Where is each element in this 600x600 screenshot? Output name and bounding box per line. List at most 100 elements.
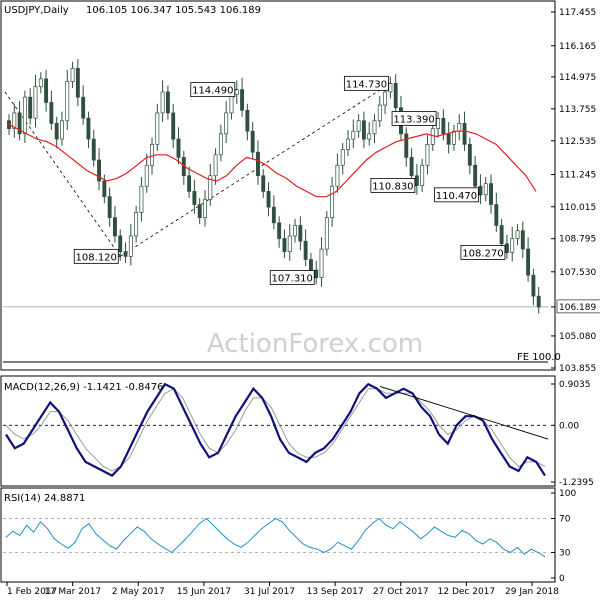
candle-body xyxy=(510,238,515,253)
rsi-tick-label: 30 xyxy=(559,549,571,559)
candle-body xyxy=(277,222,282,239)
candle-body xyxy=(60,120,64,140)
annotation-label: 107.310 xyxy=(272,274,313,285)
candle-body xyxy=(515,230,520,239)
candle-body xyxy=(377,104,382,122)
candle-body xyxy=(112,217,117,237)
annotation-label: 108.120 xyxy=(76,252,117,263)
watermark: ActionForex.com xyxy=(207,329,423,359)
price-tick-label: 114.975 xyxy=(559,73,596,83)
trendline-dashed xyxy=(4,91,121,257)
candle-body xyxy=(414,175,419,186)
candle-body xyxy=(192,191,197,205)
candle-body xyxy=(441,118,446,135)
macd-line xyxy=(5,382,546,477)
x-tick-label: 17 Mar 2017 xyxy=(44,587,101,597)
x-tick-label: 12 Dec 2017 xyxy=(438,587,496,597)
candle-body xyxy=(293,225,297,237)
candles-group xyxy=(7,59,541,314)
annotation-box xyxy=(434,187,479,203)
rsi-tick-label: 0 xyxy=(559,574,565,584)
candle-body xyxy=(330,185,335,218)
candle-body xyxy=(324,217,329,250)
candle-body xyxy=(250,130,255,153)
candle-body xyxy=(97,159,101,182)
price-tick-label: 105.080 xyxy=(559,332,596,342)
price-title: USDJPY,Daily xyxy=(4,5,69,16)
candle-body xyxy=(118,235,123,252)
candle-body xyxy=(520,230,525,250)
price-tick-label: 103.855 xyxy=(559,364,596,374)
sma-group xyxy=(6,122,537,198)
candle-body xyxy=(134,212,139,237)
candle-body xyxy=(361,120,366,140)
candle-body xyxy=(150,143,154,166)
annotation-label: 110.470 xyxy=(436,191,477,202)
annotation-box xyxy=(73,248,119,264)
candle-body xyxy=(393,82,398,109)
annotation-box xyxy=(370,178,416,193)
candle-body xyxy=(176,138,181,158)
x-tick-label: 27 Oct 2017 xyxy=(373,587,429,597)
candle-body xyxy=(171,112,176,140)
candle-body xyxy=(314,269,319,278)
candle-body xyxy=(229,94,234,114)
candle-body xyxy=(70,68,75,82)
macd-panel-frame xyxy=(0,375,556,487)
candle-body xyxy=(123,251,128,257)
annotation-box xyxy=(269,270,315,285)
macd-title: MACD(12,26,9) -1.1421 -0.8476 xyxy=(4,382,164,393)
candle-body xyxy=(452,130,456,145)
candle-body xyxy=(457,123,462,132)
rsi-title: RSI(14) 24.8871 xyxy=(4,493,85,504)
rsi-tick-label: 70 xyxy=(559,515,571,525)
price-tick-label: 108.795 xyxy=(559,235,596,245)
candle-body xyxy=(467,143,472,166)
candle-body xyxy=(494,204,499,226)
macd-tick-label: 0.9035 xyxy=(559,380,591,390)
x-tick-label: 1 Feb 2017 xyxy=(7,587,57,597)
price-tick-label: 111.245 xyxy=(559,171,596,181)
candle-body xyxy=(266,191,271,208)
candle-body xyxy=(234,89,239,95)
candle-body xyxy=(531,274,536,297)
rsi-line xyxy=(5,517,546,558)
candle-body xyxy=(203,198,207,218)
annotation-box xyxy=(343,75,389,91)
candle-body xyxy=(282,238,287,252)
price-ohlc: 106.105 106.347 105.543 106.189 xyxy=(86,5,261,16)
last-price-box xyxy=(556,299,600,314)
candle-body xyxy=(473,164,478,187)
candle-body xyxy=(245,109,250,132)
candle-body xyxy=(17,112,22,135)
candle-body xyxy=(536,295,541,308)
candle-body xyxy=(504,243,509,253)
candle-body xyxy=(12,112,17,129)
candle-body xyxy=(218,133,223,156)
candle-body xyxy=(335,164,340,187)
x-tick-label: 31 Jul 2017 xyxy=(244,587,295,597)
candle-body xyxy=(298,225,303,242)
candle-body xyxy=(446,133,451,145)
candle-body xyxy=(128,235,133,257)
price-axis-ticks: 117.455 116.165 114.975 113.755 112.535 111.2… xyxy=(551,8,600,374)
rsi-tick-label: 100 xyxy=(559,489,576,499)
annotation-box xyxy=(460,245,506,260)
candle-body xyxy=(187,175,192,192)
candle-body xyxy=(340,149,345,166)
candle-body xyxy=(165,91,170,114)
candle-body xyxy=(208,175,213,200)
candle-body xyxy=(107,196,112,218)
candle-body xyxy=(489,183,493,205)
trendline-group xyxy=(4,82,391,257)
annotation-label: 114.490 xyxy=(192,86,233,97)
candle-body xyxy=(155,112,160,145)
candle-body xyxy=(22,96,27,135)
candle-body xyxy=(346,138,350,150)
candle-body xyxy=(319,248,324,278)
candle-body xyxy=(49,102,54,124)
candle-body xyxy=(91,138,96,161)
x-tick-label: 2 May 2017 xyxy=(112,587,165,597)
